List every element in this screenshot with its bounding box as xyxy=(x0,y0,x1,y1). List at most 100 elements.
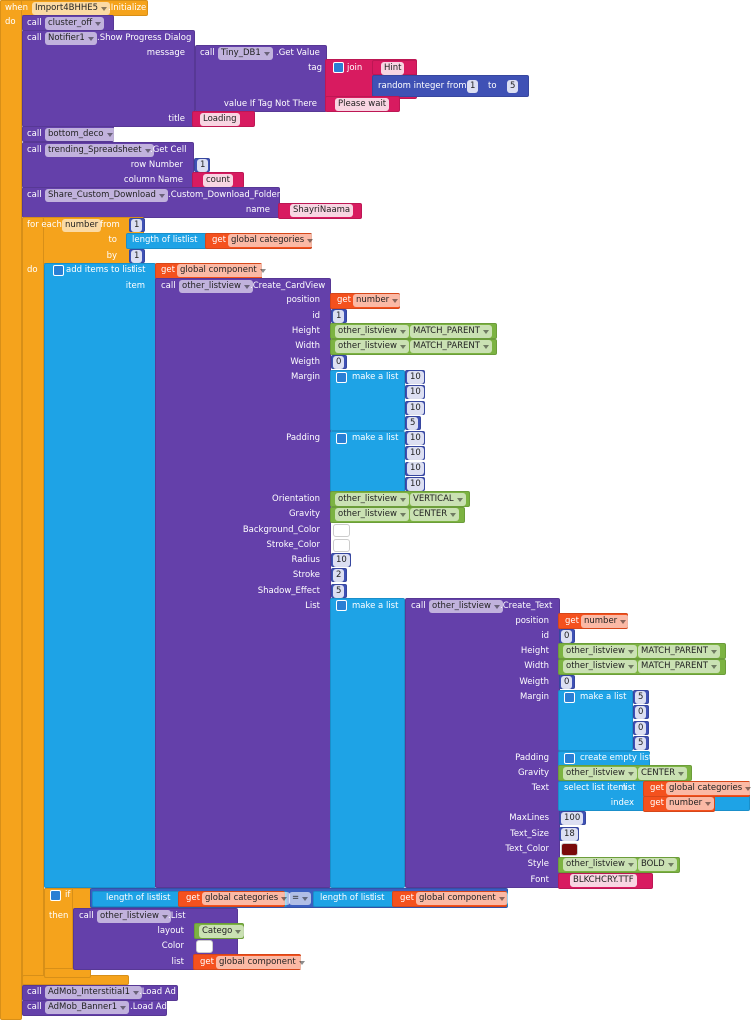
dropdown-field[interactable]: global categories xyxy=(228,233,317,247)
dropdown-field[interactable]: global component xyxy=(416,891,508,905)
mutator-icon[interactable] xyxy=(336,433,347,444)
number-field[interactable]: 1 xyxy=(131,218,143,232)
number-field[interactable]: 100 xyxy=(561,811,584,825)
mutator-icon[interactable] xyxy=(50,890,61,901)
dropdown-field[interactable]: global categories xyxy=(202,891,291,905)
dropdown-field[interactable]: CENTER xyxy=(410,507,460,521)
number-field[interactable]: 10 xyxy=(333,553,350,567)
number-field[interactable]: 1 xyxy=(467,79,479,93)
dropdown-field[interactable]: other_listview xyxy=(335,324,409,338)
string-field[interactable]: Hint xyxy=(381,61,405,75)
number-field[interactable]: 10 xyxy=(407,401,424,415)
input-label: Width xyxy=(524,660,549,671)
number-field[interactable]: 0 xyxy=(635,705,647,719)
dropdown-field[interactable]: CENTER xyxy=(638,766,688,780)
mutator-icon[interactable] xyxy=(564,753,575,764)
dropdown-field[interactable]: Import4BHHE5 xyxy=(32,1,111,15)
string-field[interactable]: BLKCHCRY.TTF xyxy=(570,873,637,887)
dropdown-field[interactable]: other_listview xyxy=(97,909,171,923)
dropdown-field[interactable]: other_listview xyxy=(563,766,637,780)
number-field[interactable]: 1 xyxy=(197,158,209,172)
number-field[interactable]: 0 xyxy=(561,629,573,643)
color-swatch[interactable] xyxy=(333,539,350,552)
input-label: Text_Color xyxy=(505,843,549,854)
mutator-icon[interactable] xyxy=(564,692,575,703)
number-field[interactable]: 0 xyxy=(561,675,573,689)
color-swatch[interactable] xyxy=(333,524,350,537)
dropdown-field[interactable]: other_listview xyxy=(335,492,409,506)
number-field[interactable]: 10 xyxy=(407,446,424,460)
dropdown-field[interactable]: VERTICAL xyxy=(410,492,466,506)
dropdown-field[interactable]: BOLD xyxy=(638,857,677,871)
number-field[interactable]: 2 xyxy=(333,568,345,582)
dropdown-field[interactable]: other_listview xyxy=(335,507,409,521)
mutator-icon[interactable] xyxy=(53,265,64,276)
number-field[interactable]: 1 xyxy=(333,309,345,323)
dropdown-field[interactable]: other_listview xyxy=(429,599,503,613)
dropdown-field[interactable]: Tiny_DB1 xyxy=(218,46,273,60)
number-field[interactable]: 0 xyxy=(333,355,345,369)
number-field[interactable]: 10 xyxy=(407,431,424,445)
input-label: Height xyxy=(291,325,320,336)
dropdown-field[interactable]: MATCH_PARENT xyxy=(638,659,720,673)
number-field[interactable]: 5 xyxy=(407,416,419,430)
number-field[interactable]: 10 xyxy=(407,477,424,491)
block-label: make a list xyxy=(352,600,399,611)
dropdown-field[interactable]: MATCH_PARENT xyxy=(410,324,492,338)
string-field[interactable]: Loading xyxy=(200,112,240,126)
dropdown-field[interactable]: AdMob_Banner1 xyxy=(45,1000,130,1014)
dropdown-field[interactable]: MATCH_PARENT xyxy=(638,644,720,658)
block xyxy=(44,888,73,978)
dropdown-field[interactable]: global component xyxy=(216,955,308,969)
dropdown-field[interactable]: Notifier1 xyxy=(45,31,97,45)
input-label: to xyxy=(108,234,117,245)
mutator-icon[interactable] xyxy=(336,372,347,383)
string-field[interactable]: count xyxy=(203,173,233,187)
dropdown-field[interactable]: number xyxy=(666,796,715,810)
dropdown-field[interactable]: Catego xyxy=(199,924,245,938)
number-field[interactable]: 5 xyxy=(635,736,647,750)
number-field[interactable]: 5 xyxy=(333,584,345,598)
input-label: layout xyxy=(157,925,184,936)
number-field[interactable]: 1 xyxy=(131,249,143,263)
number-field[interactable]: 5 xyxy=(507,79,519,93)
dropdown-field[interactable]: other_listview xyxy=(563,644,637,658)
mutator-icon[interactable] xyxy=(336,600,347,611)
number-field[interactable]: 10 xyxy=(407,385,424,399)
block xyxy=(330,598,405,888)
block-label: call xyxy=(27,189,42,200)
input-label: Font xyxy=(530,874,549,885)
block-label: list xyxy=(158,892,171,903)
string-field[interactable]: ShayriNaama xyxy=(290,203,354,217)
number-field[interactable]: 10 xyxy=(407,370,424,384)
dropdown-field[interactable]: bottom_deco xyxy=(45,127,116,141)
dropdown-field[interactable]: number xyxy=(581,614,630,628)
dropdown-field[interactable]: MATCH_PARENT xyxy=(410,339,492,353)
string-field[interactable]: Please wait xyxy=(335,97,390,111)
number-field[interactable]: 0 xyxy=(635,721,647,735)
dropdown-field[interactable]: other_listview xyxy=(563,857,637,871)
dropdown-field[interactable]: AdMob_Interstitial1 xyxy=(45,985,142,999)
dropdown-field[interactable]: other_listview xyxy=(179,279,253,293)
block xyxy=(44,263,156,888)
dropdown-field[interactable]: = xyxy=(289,891,312,905)
block-label: get xyxy=(212,234,226,245)
number-field[interactable]: 5 xyxy=(635,690,647,704)
color-swatch[interactable] xyxy=(561,843,578,856)
variable-field[interactable]: number xyxy=(62,218,102,232)
dropdown-field[interactable]: number xyxy=(353,293,402,307)
number-field[interactable]: 10 xyxy=(407,461,424,475)
dropdown-field[interactable]: cluster_off xyxy=(45,16,105,30)
color-swatch[interactable] xyxy=(196,940,213,953)
dropdown-field[interactable]: global component xyxy=(177,263,269,277)
dropdown-field[interactable]: other_listview xyxy=(563,659,637,673)
block-label: length of list xyxy=(106,892,160,903)
dropdown-field[interactable]: global categories xyxy=(666,781,751,795)
input-label: Style xyxy=(527,858,549,869)
dropdown-field[interactable]: other_listview xyxy=(335,339,409,353)
mutator-icon[interactable] xyxy=(333,62,344,73)
input-label: id xyxy=(312,310,320,321)
dropdown-field[interactable]: Share_Custom_Download xyxy=(45,188,168,202)
dropdown-field[interactable]: trending_Spreadsheet xyxy=(45,143,154,157)
number-field[interactable]: 18 xyxy=(561,827,578,841)
